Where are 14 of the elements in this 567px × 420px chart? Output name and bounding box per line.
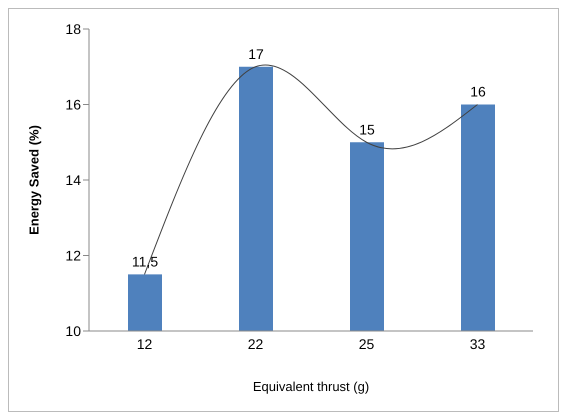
- data-label: 15: [359, 121, 375, 138]
- y-tick-label: 14: [65, 172, 82, 188]
- x-tick-label: 22: [248, 336, 264, 352]
- data-label: 17: [248, 46, 264, 62]
- y-tick-label: 18: [65, 20, 82, 37]
- x-tick-label: 25: [358, 336, 374, 352]
- y-tick-label: 16: [65, 96, 82, 112]
- x-tick-label: 12: [136, 336, 152, 352]
- y-tick-label: 10: [65, 322, 82, 339]
- y-tick-label: 12: [65, 247, 82, 264]
- data-label: 16: [470, 84, 486, 100]
- x-tick-label: 33: [470, 336, 486, 352]
- y-axis-title: Energy Saved (%): [26, 125, 42, 235]
- x-axis-title: Equivalent thrust (g): [252, 379, 370, 394]
